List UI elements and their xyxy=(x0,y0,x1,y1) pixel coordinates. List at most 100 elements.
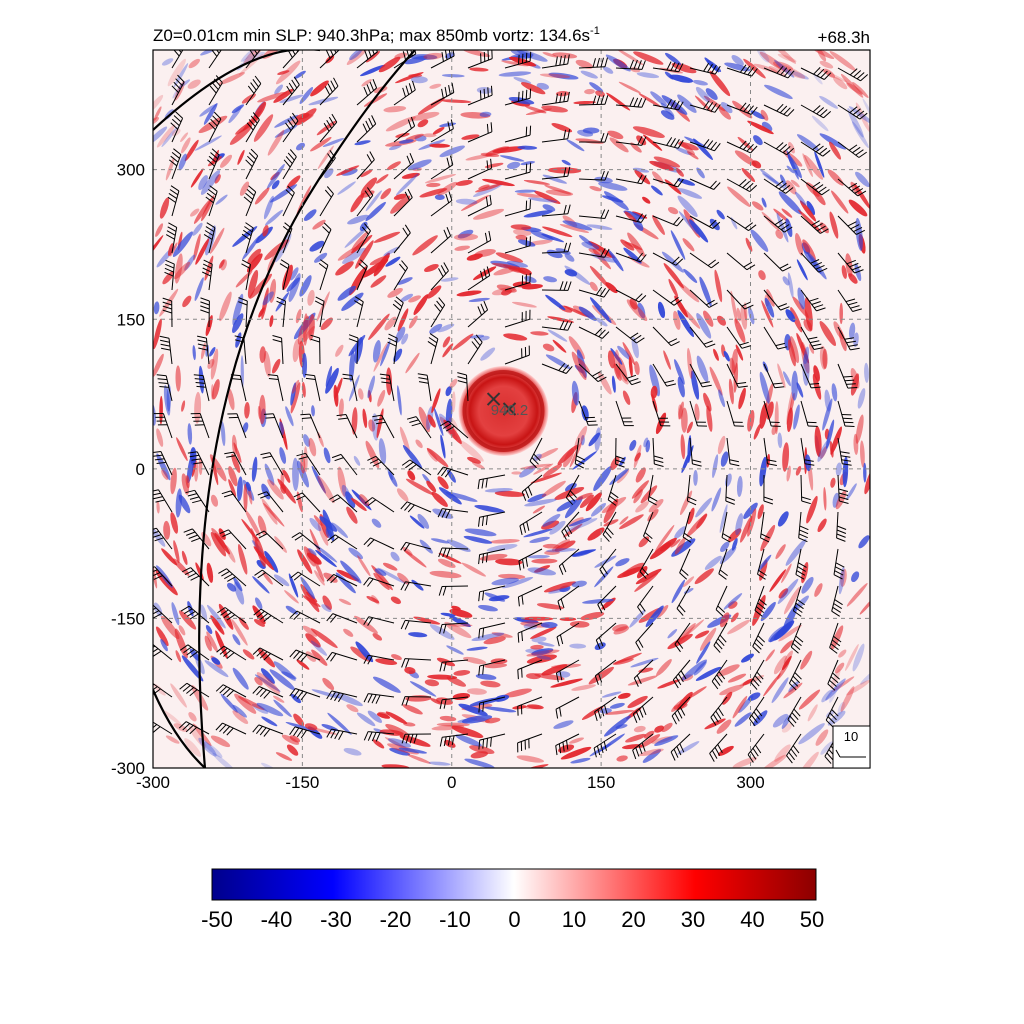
vorticity-streak xyxy=(632,126,665,138)
vorticity-streak xyxy=(631,480,649,499)
vorticity-streak xyxy=(748,692,761,701)
vorticity-streak xyxy=(545,189,574,197)
vorticity-streak xyxy=(424,264,439,272)
wind-barb-feather xyxy=(330,575,338,584)
wind-barb-feather xyxy=(558,362,566,371)
wind-barb-feather xyxy=(598,673,603,683)
vorticity-streak xyxy=(173,723,188,732)
wind-barb-feather xyxy=(797,562,807,568)
wind-barb-feather xyxy=(741,345,752,349)
wind-barb-feather xyxy=(447,736,451,746)
vorticity-streak xyxy=(411,579,424,591)
vorticity-streak xyxy=(210,531,227,557)
wind-barb-shaft xyxy=(393,302,404,328)
chart-title: Z0=0.01cm min SLP: 940.3hPa; max 850mb v… xyxy=(153,25,600,45)
vorticity-streak xyxy=(474,248,496,258)
vorticity-streak xyxy=(762,173,788,190)
wind-barb-shaft xyxy=(504,245,531,254)
wind-barb-shaft xyxy=(800,474,803,502)
wind-barb-shaft xyxy=(800,215,821,234)
vorticity-streak xyxy=(161,469,169,480)
vorticity-streak xyxy=(415,439,423,449)
vorticity-streak xyxy=(781,208,793,218)
vorticity-streak xyxy=(677,188,703,199)
wind-barb-shaft xyxy=(633,659,654,679)
wind-barb-feather xyxy=(189,613,199,620)
vorticity-streak xyxy=(614,349,621,380)
wind-barb-feather xyxy=(153,569,158,573)
wind-barb-feather xyxy=(781,184,791,192)
wind-barb-shaft xyxy=(752,622,765,647)
vorticity-streak xyxy=(705,88,718,101)
marker-stroke xyxy=(486,392,501,406)
vorticity-streak xyxy=(426,480,437,493)
vorticity-streak xyxy=(376,713,391,719)
vorticity-streak xyxy=(541,226,573,238)
wind-barb-feather xyxy=(849,106,858,113)
wind-barb-feather xyxy=(439,662,443,672)
vorticity-streak xyxy=(731,537,738,551)
vorticity-streak xyxy=(681,445,694,474)
wind-barb-feather xyxy=(401,696,406,706)
wind-barb-feather xyxy=(364,497,373,504)
wind-barb-feather xyxy=(234,339,245,343)
vorticity-streak xyxy=(601,195,624,203)
wind-barb-shaft xyxy=(404,658,432,661)
vorticity-streak xyxy=(471,632,505,641)
wind-barb-feather xyxy=(777,346,788,350)
vorticity-streak xyxy=(789,70,809,80)
wind-barb-feather xyxy=(837,525,847,530)
vorticity-streak xyxy=(484,162,504,168)
vorticity-streak xyxy=(590,502,607,517)
vorticity-streak xyxy=(862,98,870,124)
wind-barb-feather xyxy=(322,226,330,234)
wind-barb-feather xyxy=(439,420,449,427)
vorticity-streak xyxy=(203,741,223,758)
vorticity-streak xyxy=(256,672,281,695)
vorticity-streak xyxy=(409,681,437,697)
vorticity-streak xyxy=(426,448,438,462)
vorticity-streak xyxy=(153,126,168,145)
wind-barb-shaft xyxy=(726,400,735,427)
wind-barb-feather xyxy=(334,692,340,702)
vorticity-streak xyxy=(736,475,743,497)
vorticity-streak xyxy=(773,620,795,641)
wind-barb-feather xyxy=(153,454,163,457)
wind-barb-shaft xyxy=(541,63,568,69)
vorticity-streak xyxy=(604,709,634,715)
wind-barb-feather xyxy=(189,651,198,658)
vorticity-streak xyxy=(275,752,293,761)
wind-barb-shaft xyxy=(479,622,506,630)
wind-barb-feather xyxy=(162,309,172,314)
wind-barb-feather xyxy=(670,99,676,109)
wind-barb-feather xyxy=(648,496,658,502)
wind-barb-feather xyxy=(840,451,850,454)
wind-barb-feather xyxy=(811,220,820,226)
wind-barb-shaft xyxy=(602,511,617,535)
vorticity-streak xyxy=(677,310,694,338)
wind-barb-feather xyxy=(156,461,167,464)
vorticity-streak xyxy=(176,437,188,461)
wind-barb-shaft xyxy=(208,227,216,254)
wind-barb-feather xyxy=(333,77,339,87)
vorticity-streak xyxy=(387,287,403,298)
vorticity-streak xyxy=(667,629,678,639)
wind-barb-feather xyxy=(372,79,378,89)
vorticity-streak xyxy=(365,51,380,63)
wind-barb-feather xyxy=(182,723,191,731)
vorticity-streak xyxy=(724,62,751,72)
vorticity-streak xyxy=(627,695,648,709)
wind-barb-shaft xyxy=(652,400,662,426)
wind-barb-feather xyxy=(804,459,814,462)
wind-barb-feather xyxy=(401,260,408,269)
wind-barb-feather xyxy=(826,752,834,761)
vorticity-streak xyxy=(852,81,869,98)
wind-barb-feather xyxy=(744,222,754,229)
wind-barb-feather xyxy=(222,726,230,734)
wind-barb-feather xyxy=(555,745,558,756)
vorticity-streak xyxy=(256,702,284,717)
wind-barb-feather xyxy=(833,574,843,580)
wind-barb-feather xyxy=(164,271,174,277)
vorticity-streak xyxy=(238,543,248,575)
vorticity-streak xyxy=(313,515,323,526)
